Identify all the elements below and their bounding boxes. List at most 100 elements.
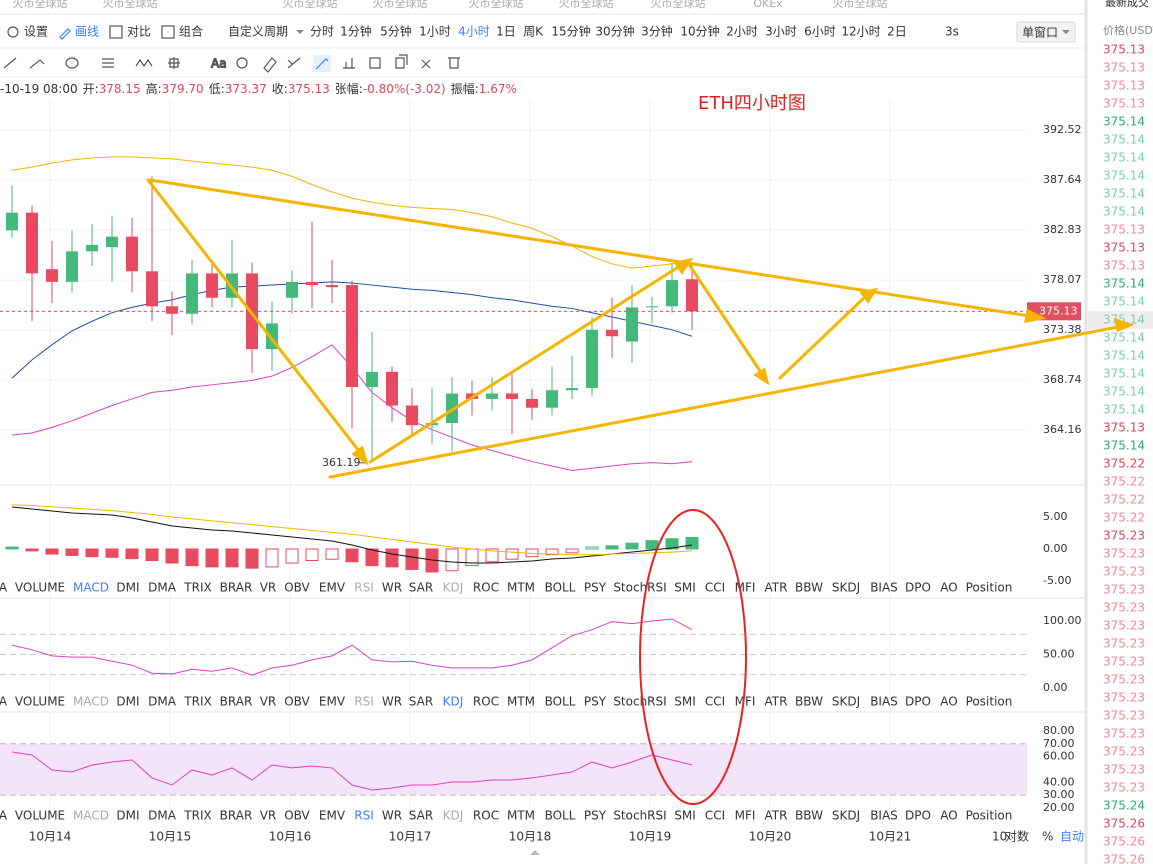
toolbar-item[interactable]: 对比	[127, 25, 151, 39]
indicator-tab[interactable]: ATR	[765, 809, 788, 823]
indicator-tab[interactable]: DMA	[148, 695, 177, 709]
indicator-tab[interactable]: BIAS	[870, 695, 898, 709]
indicator-tab[interactable]: RSI	[354, 695, 374, 709]
indicator-tab[interactable]: BRAR	[220, 695, 253, 709]
indicator-tab[interactable]: StochRSI	[613, 809, 666, 823]
site-tab[interactable]: 火币全球站	[373, 0, 428, 10]
period-option[interactable]: 3分钟	[641, 24, 673, 39]
site-tab[interactable]: 火币全球站	[833, 0, 888, 10]
period-option[interactable]: 30分钟	[595, 24, 634, 39]
indicator-tab[interactable]: BRAR	[220, 581, 253, 595]
scroll-handle[interactable]	[530, 850, 540, 855]
indicator-tab[interactable]: StochRSI	[613, 581, 666, 595]
indicator-tab[interactable]: ATR	[765, 695, 788, 709]
toolbar-item[interactable]: 设置	[24, 25, 48, 39]
indicator-tab[interactable]: BOLL	[545, 809, 576, 823]
indicator-tab[interactable]: AO	[940, 581, 957, 595]
indicator-tab[interactable]: DMA	[148, 581, 177, 595]
indicator-tab[interactable]: MACD	[73, 695, 109, 709]
indicator-tab[interactable]: KDJ	[443, 695, 464, 709]
indicator-tab[interactable]: MACD	[73, 809, 109, 823]
period-option[interactable]: 1日	[496, 25, 516, 39]
indicator-tab[interactable]: SKDJ	[832, 809, 860, 823]
indicator-tab[interactable]: BRAR	[220, 809, 253, 823]
indicator-tab[interactable]: MFI	[735, 581, 756, 595]
period-option[interactable]: 2小时	[726, 25, 758, 39]
indicator-tab[interactable]: BOLL	[545, 695, 576, 709]
site-tab[interactable]: OKEx	[753, 0, 783, 10]
site-tab[interactable]: 火币全球站	[559, 0, 614, 10]
indicator-tab[interactable]: DMI	[116, 581, 139, 595]
indicator-tab[interactable]: SKDJ	[832, 581, 860, 595]
indicator-tab[interactable]: KDJ	[443, 581, 464, 595]
indicator-tab[interactable]: SAR	[409, 695, 433, 709]
indicator-tab[interactable]: DPO	[905, 581, 931, 595]
period-option[interactable]: 3小时	[765, 25, 797, 39]
indicator-tab[interactable]: VOLUME	[15, 695, 65, 709]
site-tab[interactable]: 火币全球站	[469, 0, 524, 10]
indicator-tab[interactable]: PSY	[584, 695, 607, 709]
indicator-tab[interactable]: Position	[966, 695, 1013, 709]
period-option[interactable]: 15分钟	[551, 24, 590, 39]
indicator-tab[interactable]: BBW	[795, 809, 823, 823]
indicator-tab[interactable]: BOLL	[545, 581, 576, 595]
indicator-tab[interactable]: TRIX	[183, 809, 211, 823]
indicator-tab[interactable]: PSY	[584, 581, 607, 595]
indicator-tab[interactable]: SMI	[674, 695, 696, 709]
indicator-tab[interactable]: SKDJ	[832, 695, 860, 709]
axis-control[interactable]: 自动	[1060, 830, 1084, 844]
indicator-tab[interactable]: RSI	[354, 809, 374, 823]
indicator-tab[interactable]: DMI	[116, 695, 139, 709]
indicator-tab[interactable]: KDJ	[443, 809, 464, 823]
period-option[interactable]: 10分钟	[680, 24, 719, 39]
indicator-tab[interactable]: StochRSI	[613, 695, 666, 709]
indicator-tab[interactable]: OBV	[284, 809, 310, 823]
site-tab[interactable]: 火币全球站	[103, 0, 158, 10]
site-tab[interactable]: 火币全球站	[13, 0, 68, 10]
indicator-tab[interactable]: PSY	[584, 809, 607, 823]
period-menu[interactable]: 自定义周期	[228, 24, 288, 39]
period-option[interactable]: 6小时	[804, 25, 836, 39]
toolbar-item[interactable]: 组合	[179, 24, 203, 39]
indicator-tab[interactable]: MFI	[735, 695, 756, 709]
indicator-tab[interactable]: Position	[966, 581, 1013, 595]
indicator-tab[interactable]: EMV	[319, 695, 346, 709]
indicator-tab[interactable]: DMI	[116, 809, 139, 823]
indicator-tab[interactable]: DPO	[905, 695, 931, 709]
indicator-tab[interactable]: SMI	[674, 581, 696, 595]
refresh-rate[interactable]: 3s	[945, 25, 959, 39]
indicator-tab[interactable]: CCI	[705, 809, 725, 823]
indicator-tab[interactable]: VOLUME	[15, 581, 65, 595]
period-option[interactable]: 1小时	[419, 25, 451, 39]
indicator-tab[interactable]: A	[0, 581, 8, 595]
period-option[interactable]: 1分钟	[340, 24, 372, 39]
indicator-tab[interactable]: ROC	[473, 581, 499, 595]
indicator-tab[interactable]: BBW	[795, 581, 823, 595]
indicator-tab[interactable]: DPO	[905, 809, 931, 823]
indicator-tab[interactable]: MFI	[735, 809, 756, 823]
indicator-tab[interactable]: TRIX	[183, 695, 211, 709]
indicator-tab[interactable]: ROC	[473, 809, 499, 823]
indicator-tab[interactable]: MTM	[507, 695, 535, 709]
indicator-tab[interactable]: VOLUME	[15, 809, 65, 823]
indicator-tab[interactable]: SMI	[674, 809, 696, 823]
indicator-tab[interactable]: A	[0, 695, 8, 709]
indicator-tab[interactable]: MACD	[73, 581, 109, 595]
period-option[interactable]: 2日	[887, 25, 907, 39]
axis-control[interactable]: 对数	[1005, 829, 1029, 844]
indicator-tab[interactable]: MTM	[507, 581, 535, 595]
period-option[interactable]: 4小时	[458, 25, 490, 39]
site-tab[interactable]: 火币全球站	[283, 0, 338, 10]
indicator-tab[interactable]: CCI	[705, 581, 725, 595]
indicator-tab[interactable]: Position	[966, 809, 1013, 823]
indicator-tab[interactable]: VR	[260, 581, 277, 595]
indicator-tab[interactable]: VR	[260, 809, 277, 823]
window-button[interactable]	[1016, 21, 1076, 43]
indicator-tab[interactable]: EMV	[319, 581, 346, 595]
indicator-tab[interactable]: WR	[382, 581, 402, 595]
indicator-tab[interactable]: WR	[382, 809, 402, 823]
indicator-tab[interactable]: WR	[382, 695, 402, 709]
indicator-tab[interactable]: TRIX	[183, 581, 211, 595]
period-option[interactable]: 5分钟	[380, 24, 412, 39]
indicator-tab[interactable]: OBV	[284, 581, 310, 595]
